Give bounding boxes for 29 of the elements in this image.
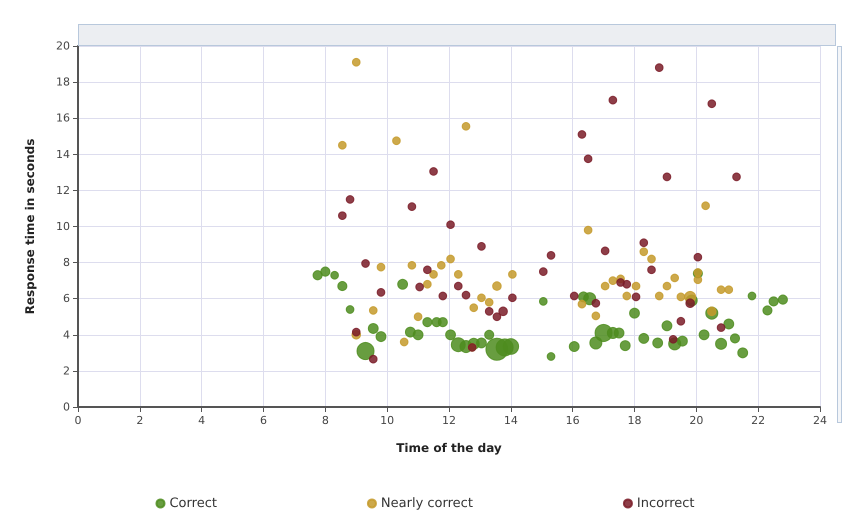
y-tick-label: 12: [56, 184, 70, 197]
legend-label: Nearly correct: [380, 496, 473, 511]
y-tick-label: 18: [56, 76, 70, 89]
x-tick-label: 12: [442, 414, 456, 427]
y-tick-label: 8: [63, 256, 70, 270]
x-tick-label: 0: [74, 414, 82, 427]
x-tick-label: 10: [380, 414, 394, 427]
x-tick-label: 18: [628, 414, 642, 427]
y-tick-label: 4: [63, 328, 70, 342]
y-tick-label: 14: [56, 148, 70, 161]
legend-label: Incorrect: [636, 496, 695, 511]
x-tick-label: 22: [751, 414, 766, 427]
x-tick-label: 6: [260, 414, 267, 427]
x-tick-label: 4: [198, 414, 206, 427]
x-tick-label: 2: [136, 414, 144, 427]
x-axis-title: Time of the day: [396, 441, 502, 455]
x-tick-label: 20: [689, 414, 704, 427]
y-tick-label: 2: [63, 364, 70, 378]
y-tick-label: 0: [63, 400, 70, 414]
y-tick-label: 6: [63, 292, 70, 306]
y-tick-label: 20: [56, 40, 70, 52]
legend-label: Correct: [169, 496, 217, 511]
x-tick-label: 8: [322, 414, 329, 427]
y-tick-label: 16: [56, 112, 70, 125]
y-tick-label: 10: [56, 220, 70, 233]
y-axis-title: Response time in seconds: [23, 138, 37, 314]
x-tick-label: 16: [566, 414, 580, 427]
x-tick-label: 14: [504, 414, 518, 427]
x-tick-label: 24: [813, 414, 827, 427]
